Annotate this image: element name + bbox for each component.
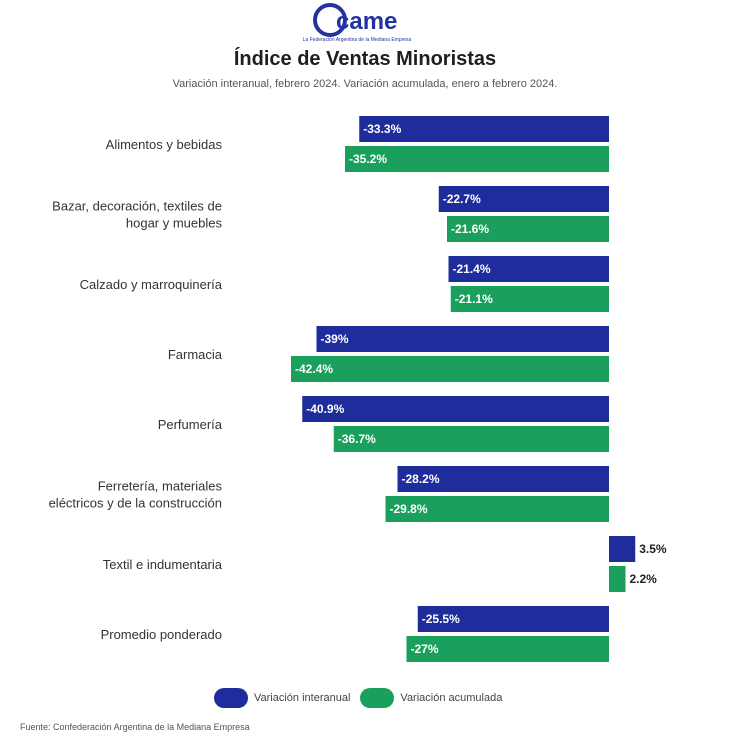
data-label: -36.7%: [338, 432, 376, 446]
bar-acumulada: [333, 426, 609, 452]
legend-label-acumulada: Variación acumulada: [400, 692, 503, 704]
data-label: -42.4%: [295, 362, 333, 376]
data-label: -27%: [411, 642, 439, 656]
legend-swatch-acumulada: [360, 688, 395, 708]
data-label: -28.2%: [402, 472, 440, 486]
bar-interanual: [302, 396, 609, 422]
logo-text: came: [336, 8, 397, 35]
bar-acumulada: [385, 496, 609, 522]
logo-tagline: La Federación Argentina de la Mediana Em…: [302, 37, 412, 43]
category-label: Textil e indumentaria: [103, 557, 223, 572]
bar-acumulada: [450, 286, 609, 312]
data-label: -40.9%: [306, 402, 344, 416]
bar-interanual: [609, 536, 636, 562]
chart-subtitle: Variación interanual, febrero 2024. Vari…: [172, 78, 558, 90]
data-label: 2.2%: [630, 572, 658, 586]
bar-acumulada: [406, 636, 609, 662]
data-label: -29.8%: [390, 502, 428, 516]
data-label: -25.5%: [422, 612, 460, 626]
category-label: Promedio ponderado: [101, 627, 222, 642]
chart-title: Índice de Ventas Minoristas: [233, 48, 497, 70]
bar-acumulada: [447, 216, 609, 242]
data-label: -33.3%: [363, 122, 401, 136]
bar-acumulada: [609, 566, 626, 592]
data-label: -21.6%: [451, 222, 489, 236]
bar-acumulada: [291, 356, 609, 382]
bar-interanual: [316, 326, 609, 352]
bar-interanual: [448, 256, 609, 282]
category-label: Ferretería, materiales eléctricos y de la…: [49, 479, 223, 511]
bar-interanual: [417, 606, 609, 632]
category-label: Calzado y marroquinería: [80, 277, 223, 292]
data-label: -21.4%: [453, 262, 491, 276]
data-label: 3.5%: [639, 542, 667, 556]
source-note: Fuente: Confederación Argentina de la Me…: [20, 722, 250, 732]
data-label: -39%: [321, 332, 349, 346]
legend-item-interanual: Variación interanual: [214, 688, 350, 708]
bar-acumulada: [345, 146, 609, 172]
bar-interanual: [438, 186, 609, 212]
data-label: -22.7%: [443, 192, 481, 206]
category-label: Farmacia: [168, 347, 223, 362]
data-label: -21.1%: [455, 292, 493, 306]
bar-interanual: [359, 116, 609, 142]
category-label: Perfumería: [158, 417, 223, 432]
legend-swatch-interanual: [214, 688, 248, 708]
bar-chart: Alimentos y bebidas -33.3% -35.2% Bazar, de…: [49, 116, 667, 662]
category-label: Bazar, decoración, textiles de hogar y mu…: [52, 199, 222, 231]
came-logo: came: [313, 3, 397, 37]
legend-label-interanual: Variación interanual: [254, 692, 351, 704]
category-label: Alimentos y bebidas: [106, 137, 223, 152]
legend: Variación interanual Variación acumulada: [214, 688, 512, 708]
legend-item-acumulada: Variación acumulada: [360, 688, 502, 708]
data-label: -35.2%: [349, 152, 387, 166]
bar-interanual: [397, 466, 609, 492]
